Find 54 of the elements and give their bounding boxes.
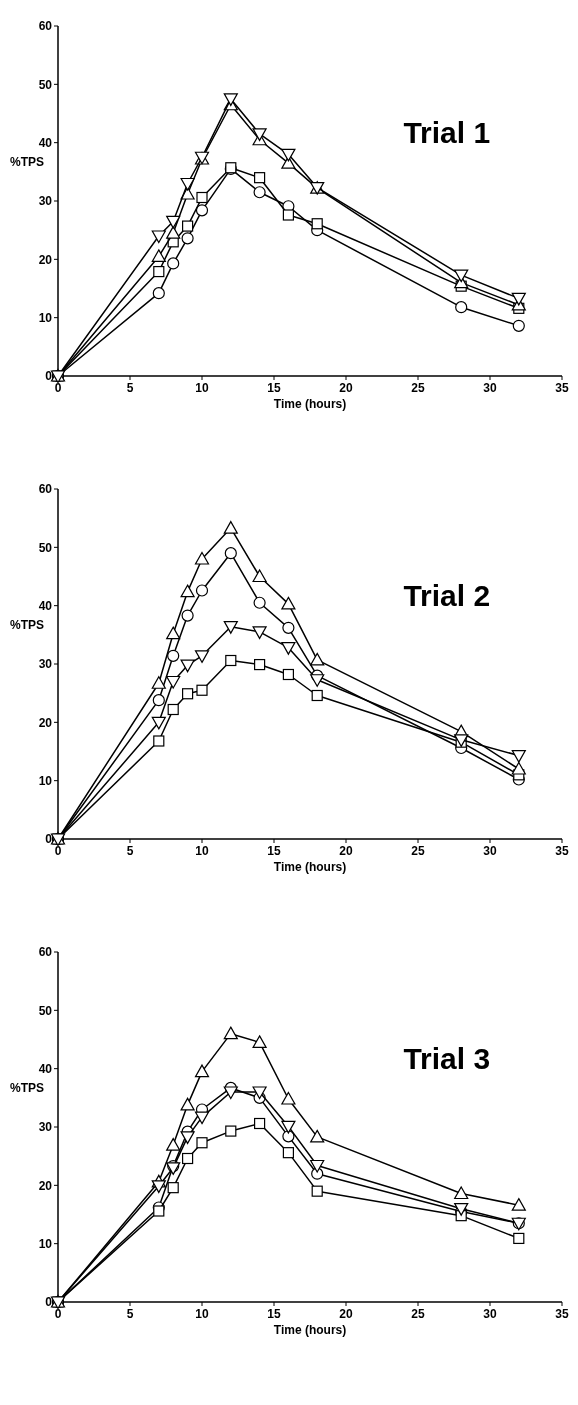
x-tick-label: 30 xyxy=(483,844,497,858)
x-tick-label: 15 xyxy=(267,1307,281,1321)
x-tick-label: 35 xyxy=(555,844,569,858)
x-tick-label: 0 xyxy=(54,381,62,395)
y-axis-title: %TPS xyxy=(10,1081,45,1095)
y-axis-title: %TPS xyxy=(10,155,45,169)
x-tick-label: 25 xyxy=(411,1307,425,1321)
y-tick-label: 50 xyxy=(38,77,53,92)
y-tick-label: 30 xyxy=(38,1120,53,1135)
x-tick-label: 35 xyxy=(555,381,569,395)
y-tick-label: 50 xyxy=(38,1003,53,1018)
y-tick-label: 20 xyxy=(38,715,53,730)
y-tick-label: 30 xyxy=(38,657,53,672)
x-tick-label: 0 xyxy=(54,844,62,858)
x-tick-label: 15 xyxy=(267,844,281,858)
y-tick-label: 10 xyxy=(38,773,53,788)
y-tick-label: 40 xyxy=(38,135,53,150)
x-tick-label: 5 xyxy=(126,381,134,395)
x-axis-title: Time (hours) xyxy=(273,397,347,411)
x-tick-label: 10 xyxy=(195,381,209,395)
y-tick-label: 10 xyxy=(38,1236,53,1251)
x-tick-label: 20 xyxy=(339,1307,353,1321)
y-tick-label: 0 xyxy=(45,832,53,847)
x-axis-title: Time (hours) xyxy=(273,860,347,874)
x-tick-label: 10 xyxy=(195,1307,209,1321)
y-axis-title: %TPS xyxy=(10,618,45,632)
x-tick-label: 35 xyxy=(555,1307,569,1321)
x-tick-label: 5 xyxy=(126,1307,134,1321)
y-tick-label: 10 xyxy=(38,310,53,325)
x-tick-label: 0 xyxy=(54,1307,62,1321)
text: Trial 1 xyxy=(403,115,491,149)
y-tick-label: 60 xyxy=(38,945,53,960)
y-tick-label: 60 xyxy=(38,19,53,34)
y-tick-label: 40 xyxy=(38,598,53,613)
x-tick-label: 5 xyxy=(126,844,134,858)
x-tick-label: 25 xyxy=(411,381,425,395)
y-tick-label: 60 xyxy=(38,482,53,497)
y-tick-label: 50 xyxy=(38,540,53,555)
y-tick-label: 0 xyxy=(45,369,53,384)
x-tick-label: 20 xyxy=(339,381,353,395)
y-tick-label: 20 xyxy=(38,252,53,267)
text: Trial 3 xyxy=(403,1041,491,1075)
y-tick-label: 0 xyxy=(45,1295,53,1310)
x-tick-label: 30 xyxy=(483,1307,497,1321)
x-tick-label: 20 xyxy=(339,844,353,858)
y-tick-label: 40 xyxy=(38,1061,53,1076)
x-tick-label: 10 xyxy=(195,844,209,858)
x-tick-label: 15 xyxy=(267,381,281,395)
x-axis-title: Time (hours) xyxy=(273,1323,347,1337)
x-tick-label: 30 xyxy=(483,381,497,395)
x-tick-label: 25 xyxy=(411,844,425,858)
y-tick-label: 20 xyxy=(38,1178,53,1193)
text: Trial 2 xyxy=(403,578,491,612)
y-tick-label: 30 xyxy=(38,194,53,209)
